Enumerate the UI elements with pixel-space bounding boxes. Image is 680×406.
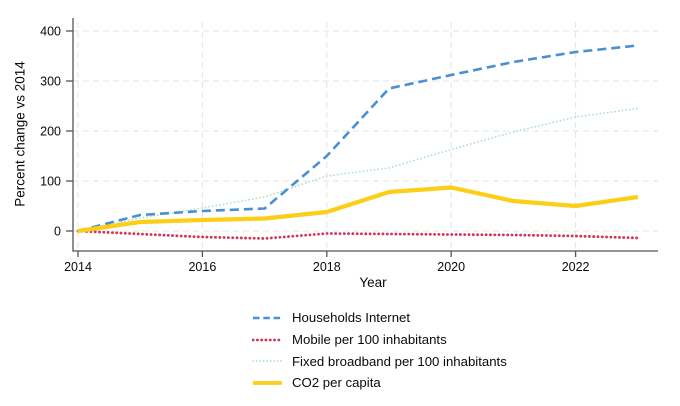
y-tick-label: 300 <box>40 75 61 89</box>
legend-key-line-icon <box>253 316 282 320</box>
x-tick-label: 2014 <box>64 260 92 274</box>
legend-item-households-internet: Households Internet <box>252 307 507 329</box>
legend-item-fixed-broadband: Fixed broadband per 100 inhabitants <box>252 350 507 372</box>
legend-key-line-icon <box>252 360 283 363</box>
legend-item-co2: CO2 per capita <box>252 372 507 394</box>
y-tick-label: 400 <box>40 25 61 39</box>
legend-item-mobile: Mobile per 100 inhabitants <box>252 329 507 351</box>
legend: Households Internet Mobile per 100 inhab… <box>252 307 507 394</box>
x-tick-label: 2022 <box>562 260 590 274</box>
y-tick-label: 0 <box>54 225 61 239</box>
x-tick-label: 2018 <box>313 260 341 274</box>
legend-key-line-icon <box>252 338 283 341</box>
x-tick-label: 2020 <box>437 260 465 274</box>
legend-label: CO2 per capita <box>292 375 381 391</box>
x-axis-title: Year <box>359 275 387 290</box>
legend-label: Mobile per 100 inhabitants <box>292 332 447 348</box>
y-tick-label: 100 <box>40 175 61 189</box>
legend-label: Households Internet <box>292 310 411 326</box>
y-axis-title: Percent change vs 2014 <box>12 61 28 207</box>
x-tick-label: 2016 <box>188 260 216 274</box>
series-line-3 <box>77 185 639 234</box>
y-tick-label: 200 <box>40 125 61 139</box>
series-line-1 <box>76 229 640 240</box>
legend-key-line-icon <box>253 381 282 385</box>
series-line-0 <box>77 44 638 233</box>
chart-canvas: 0 100 200 300 400 2014 2016 2018 2020 2022 <box>40 18 658 274</box>
legend-label: Fixed broadband per 100 inhabitants <box>292 353 507 369</box>
